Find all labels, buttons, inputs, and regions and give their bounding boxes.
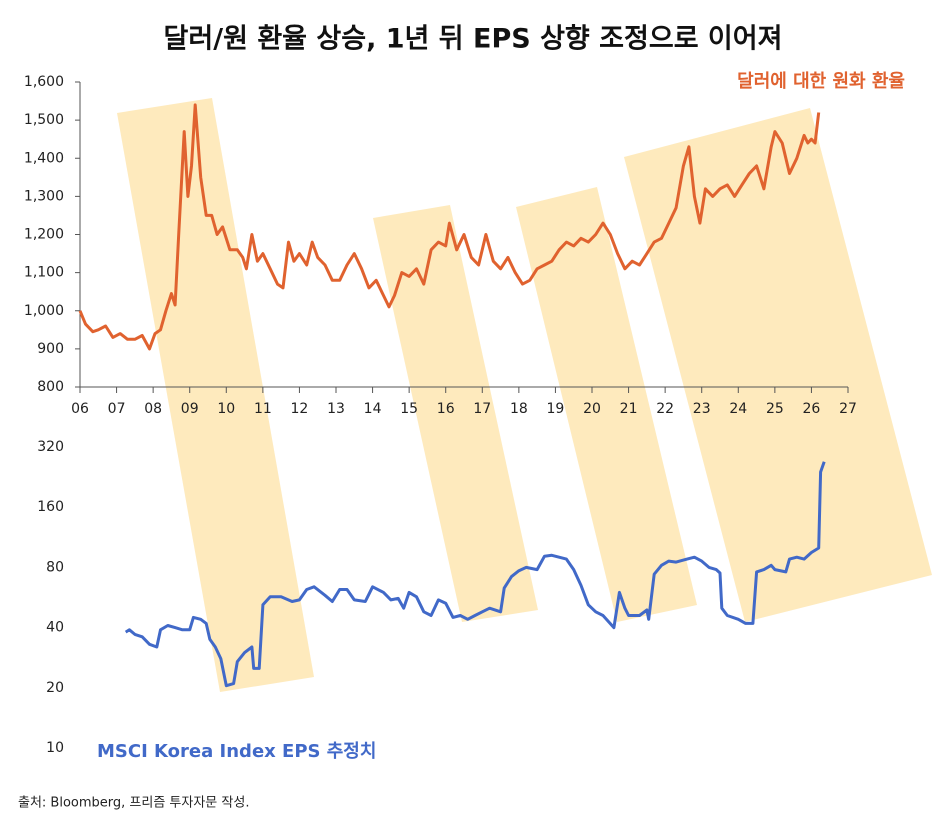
- y-tick-label: 20: [46, 680, 64, 696]
- legend-label: MSCI Korea Index EPS 추정치: [97, 741, 376, 762]
- x-tick-label: 25: [766, 401, 784, 417]
- x-tick-label: 21: [620, 401, 638, 417]
- x-tick-label: 26: [803, 401, 821, 417]
- x-tick-label: 19: [547, 401, 565, 417]
- x-tick-label: 18: [510, 401, 528, 417]
- source-note: 출처: Bloomberg, 프리즘 투자자문 작성.: [18, 796, 249, 811]
- y-tick-label: 1,300: [24, 188, 64, 204]
- y-tick-label: 1,600: [24, 74, 64, 90]
- x-tick-label: 15: [400, 401, 418, 417]
- y-tick-label: 80: [46, 559, 64, 575]
- x-tick-label: 22: [656, 401, 674, 417]
- highlight-band: [516, 187, 697, 622]
- y-tick-label: 1,400: [24, 150, 64, 166]
- x-tick-label: 08: [144, 401, 162, 417]
- series-line: [78, 103, 821, 351]
- y-tick-label: 1,200: [24, 227, 64, 243]
- highlight-band: [117, 98, 314, 692]
- x-tick-label: 06: [71, 401, 89, 417]
- y-tick-label: 160: [37, 499, 64, 515]
- x-tick-label: 17: [473, 401, 491, 417]
- y-tick-label: 800: [37, 379, 64, 395]
- x-tick-label: 16: [437, 401, 455, 417]
- y-tick-label: 10: [46, 740, 64, 756]
- x-tick-label: 12: [291, 401, 309, 417]
- x-tick-label: 24: [729, 401, 747, 417]
- x-tick-label: 23: [693, 401, 711, 417]
- x-tick-label: 20: [583, 401, 601, 417]
- series-line: [124, 461, 826, 688]
- highlight-bands: [117, 98, 932, 692]
- x-tick-label: 09: [181, 401, 199, 417]
- x-tick-label: 10: [217, 401, 235, 417]
- x-tick-label: 27: [839, 401, 857, 417]
- y-tick-label: 320: [37, 439, 64, 455]
- y-tick-label: 1,000: [24, 303, 64, 319]
- x-tick-label: 14: [364, 401, 382, 417]
- y-tick-label: 900: [37, 341, 64, 357]
- y-tick-label: 40: [46, 620, 64, 636]
- x-tick-label: 11: [254, 401, 272, 417]
- y-tick-label: 1,500: [24, 112, 64, 128]
- highlight-band: [373, 205, 538, 622]
- chart-title: 달러/원 환율 상승, 1년 뒤 EPS 상향 조정으로 이어져: [164, 24, 783, 55]
- x-tick-label: 13: [327, 401, 345, 417]
- x-tick-label: 07: [108, 401, 126, 417]
- legend-label: 달러에 대한 원화 환율: [737, 70, 905, 92]
- highlight-band: [624, 108, 932, 622]
- y-tick-label: 1,100: [24, 265, 64, 281]
